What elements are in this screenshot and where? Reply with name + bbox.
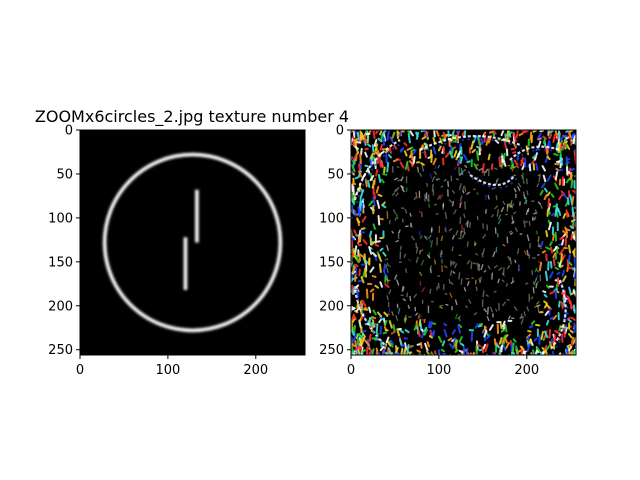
left-x-tick-label: 100 — [155, 363, 180, 378]
left-image-background — [80, 130, 305, 355]
right-y-tick-label: 200 — [319, 299, 344, 314]
left-x-ticks: 0 100 200 — [76, 355, 268, 378]
left-x-tick-label: 200 — [243, 363, 268, 378]
left-y-tick-label: 100 — [48, 211, 73, 226]
left-y-tick-label: 200 — [48, 299, 73, 314]
left-y-tick-label: 150 — [48, 255, 73, 270]
left-y-tick-label: 50 — [56, 167, 73, 182]
figure-title: ZOOMx6circles_2.jpg texture number 4 — [35, 107, 349, 127]
circle-shape — [102, 152, 283, 333]
left-y-tick-label: 250 — [48, 343, 73, 358]
right-image-texture — [351, 130, 576, 355]
left-y-tick-label: 0 — [65, 124, 73, 139]
right-x-tick-label: 200 — [514, 363, 539, 378]
right-y-tick-label: 100 — [319, 211, 344, 226]
right-y-tick-label: 50 — [327, 167, 344, 182]
left-axes-frame — [79, 129, 306, 356]
right-x-tick-label: 0 — [347, 363, 355, 378]
left-image-content — [102, 152, 283, 333]
right-x-tick-label: 100 — [426, 363, 451, 378]
right-x-ticks: 0 100 200 — [347, 355, 539, 378]
right-y-tick-label: 150 — [319, 255, 344, 270]
right-image-axes: 0 100 200 0 50 100 150 200 250 — [319, 124, 577, 378]
right-y-tick-label: 250 — [319, 343, 344, 358]
left-y-ticks: 0 50 100 150 200 250 — [48, 124, 80, 358]
right-y-ticks: 0 50 100 150 200 250 — [319, 124, 351, 358]
left-x-tick-label: 0 — [76, 363, 84, 378]
left-image-axes: 0 100 200 0 50 100 150 200 250 — [48, 124, 306, 378]
right-axes-frame — [350, 129, 577, 356]
right-y-tick-label: 0 — [336, 124, 344, 139]
